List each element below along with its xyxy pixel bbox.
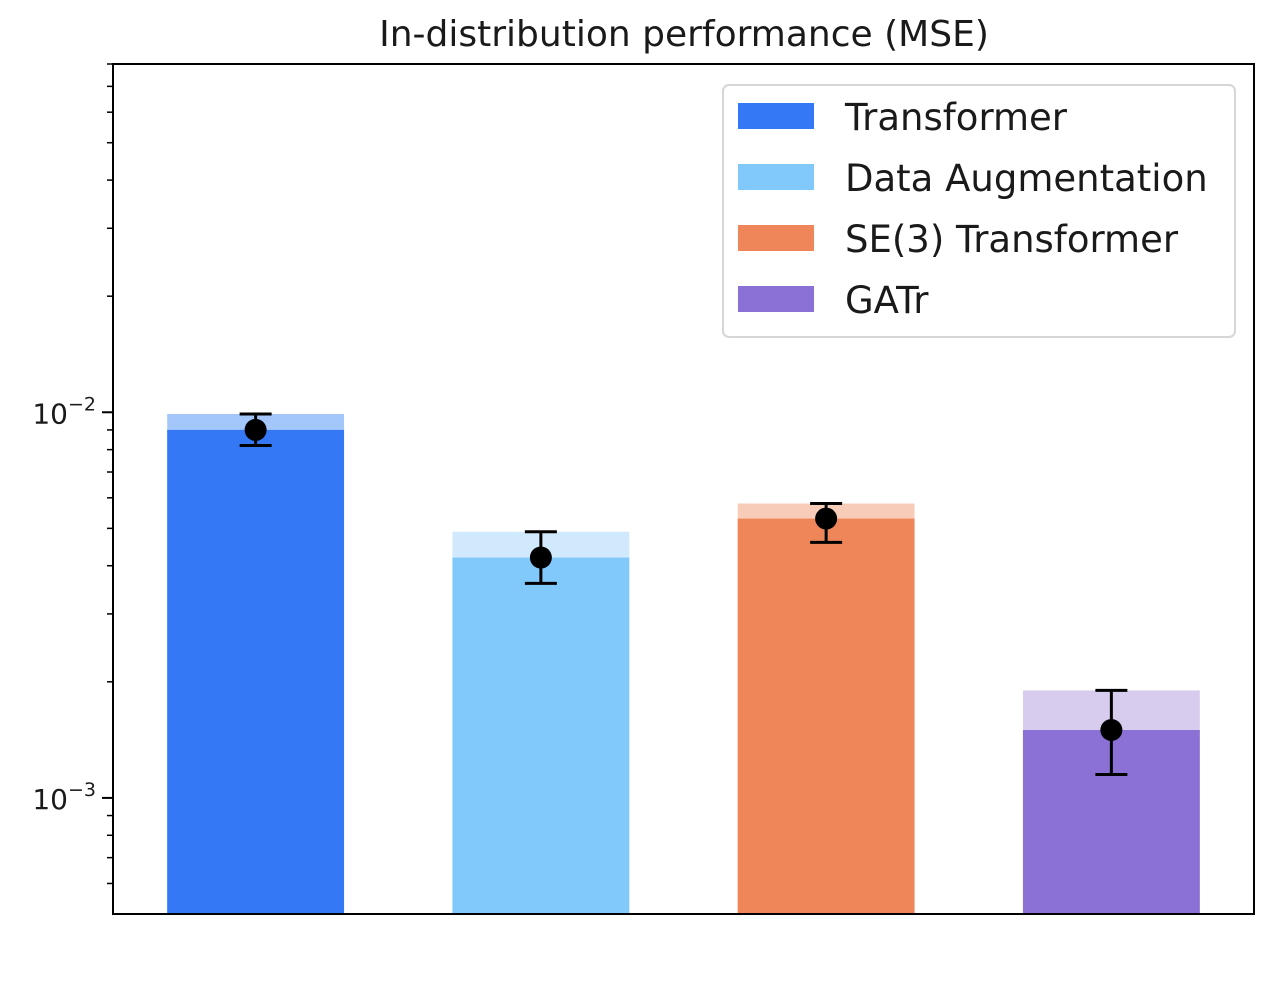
plot-frame (112, 63, 1255, 915)
bars-layer (167, 413, 1200, 914)
mean-point-0 (244, 418, 267, 441)
legend-label-2: SE(3) Transformer (845, 218, 1179, 261)
chart-title: In-distribution performance (MSE) (379, 14, 989, 55)
legend-swatch-2 (738, 225, 814, 251)
bar-1 (452, 557, 630, 914)
mean-point-1 (529, 546, 552, 569)
legend-label-3: GATr (845, 279, 929, 322)
errorbars-layer (239, 412, 1128, 777)
mean-point-2 (815, 507, 838, 530)
y-tick-label-1: 10−3 (32, 779, 96, 816)
y-tick-exp-1: −3 (68, 779, 96, 801)
legend-frame (722, 84, 1236, 338)
legend: Transformer Data Augmentation SE(3) Transf… (722, 84, 1236, 338)
y-tick-exp-0: −2 (68, 393, 96, 415)
legend-swatch-1 (738, 164, 814, 190)
y-tick-label-0: 10−2 (32, 393, 96, 430)
y-tick-base-0: 10 (32, 397, 68, 430)
y-axis-ticks: 10−210−3 (32, 63, 113, 885)
mean-point-3 (1100, 719, 1123, 742)
bar-2 (737, 518, 915, 914)
legend-swatch-3 (738, 286, 814, 312)
bar-0 (167, 429, 345, 914)
legend-label-0: Transformer (844, 96, 1068, 139)
legend-swatch-0 (738, 103, 814, 129)
legend-label-1: Data Augmentation (845, 157, 1208, 200)
y-tick-base-1: 10 (32, 783, 68, 816)
